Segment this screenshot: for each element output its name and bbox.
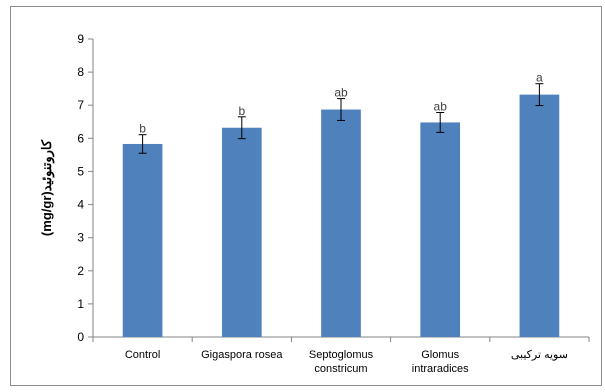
chart-frame: کاروتنوئید(mg/gr) 0 1 2 3 4 5 6 7 8 9 b Control b Gig… [10,6,602,386]
significance-label: b [139,122,146,136]
axes [88,38,590,342]
y-tick-label: 2 [77,264,84,278]
x-tick-label: Glomus [421,349,459,361]
bars [122,83,560,337]
y-axis-title-group: کاروتنوئید(mg/gr) [39,139,55,236]
y-tick-label: 9 [77,32,84,46]
y-tick-label: 7 [77,98,84,112]
bar [221,127,262,337]
x-tick-label: Gigaspora rosea [201,349,283,361]
y-tick-label: 8 [77,65,84,79]
bar [122,143,163,337]
significance-label: b [238,104,245,118]
bar-chart: کاروتنوئید(mg/gr) 0 1 2 3 4 5 6 7 8 9 b Control b Gig… [39,32,590,375]
y-axis-title: کاروتنوئید(mg/gr) [39,139,55,236]
x-tick-label: intraradices [412,363,469,375]
y-tick-label: 1 [77,297,84,311]
x-tick-label: سویه ترکیبی [511,349,568,361]
x-tick-label: constricum [314,363,367,375]
y-tick-label: 0 [77,330,84,344]
x-tick-label: Control [125,349,160,361]
x-tick-label: Septoglomus [309,349,374,361]
y-tick-label: 6 [77,131,84,145]
y-tick-label: 3 [77,231,84,245]
significance-label: ab [334,86,348,100]
y-tick-label: 4 [77,198,84,212]
bar [420,122,461,337]
significance-label: ab [434,100,448,114]
y-tick-label: 5 [77,164,84,178]
significance-label: a [536,71,543,85]
tick-labels: 0 1 2 3 4 5 6 7 8 9 b Control b Gigaspora rosea ab Sept… [77,32,568,375]
bar [519,94,560,337]
bar [321,109,361,337]
